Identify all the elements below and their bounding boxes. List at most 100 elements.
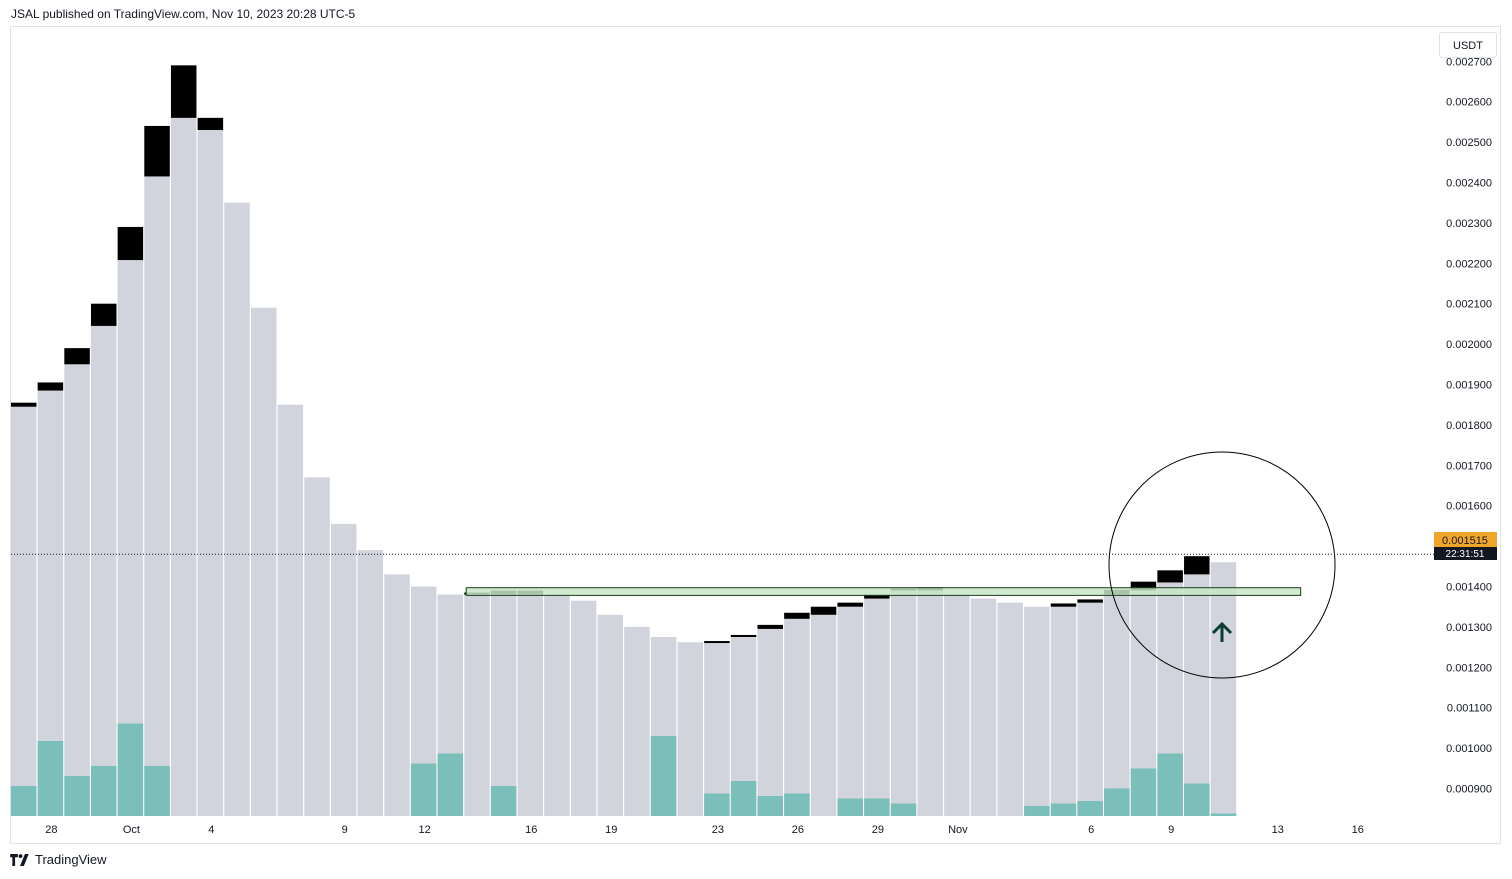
price-bar[interactable] bbox=[517, 594, 544, 816]
price-bar-cap[interactable] bbox=[37, 382, 64, 391]
volume-bar bbox=[1050, 803, 1077, 816]
price-bar[interactable] bbox=[677, 642, 704, 816]
price-bar-cap[interactable] bbox=[810, 606, 837, 615]
price-bar[interactable] bbox=[784, 618, 810, 816]
price-bar[interactable] bbox=[1210, 562, 1237, 816]
price-bar[interactable] bbox=[330, 523, 357, 816]
price-bar[interactable] bbox=[144, 176, 170, 816]
y-tick-label: 0.002100 bbox=[1446, 299, 1492, 311]
price-bar-cap[interactable] bbox=[197, 117, 224, 130]
price-bar[interactable] bbox=[810, 614, 837, 816]
price-bar[interactable] bbox=[90, 325, 117, 816]
price-bar-cap[interactable] bbox=[1157, 570, 1183, 583]
highlight-circle[interactable] bbox=[1108, 451, 1336, 679]
price-bar[interactable] bbox=[570, 600, 597, 816]
price-bar[interactable] bbox=[224, 202, 250, 816]
y-tick-label: 0.002400 bbox=[1446, 178, 1492, 190]
y-tick-label: 0.001900 bbox=[1446, 380, 1492, 392]
currency-unit-button[interactable]: USDT bbox=[1439, 32, 1497, 58]
price-bar[interactable] bbox=[11, 406, 37, 816]
price-bar[interactable] bbox=[1024, 606, 1050, 816]
price-bar[interactable] bbox=[1050, 606, 1077, 816]
volume-bar bbox=[1210, 813, 1237, 816]
price-bar[interactable] bbox=[704, 643, 730, 816]
price-bar[interactable] bbox=[357, 550, 384, 816]
price-bar-cap[interactable] bbox=[117, 226, 144, 261]
price-bar[interactable] bbox=[250, 307, 277, 816]
price-bar[interactable] bbox=[837, 606, 863, 816]
x-tick-label: 28 bbox=[45, 824, 57, 836]
volume-layer bbox=[11, 723, 1237, 816]
price-bar[interactable] bbox=[544, 594, 570, 816]
price-bar-cap[interactable] bbox=[1050, 603, 1077, 607]
price-bar[interactable] bbox=[890, 590, 917, 816]
y-tick-label: 0.001700 bbox=[1446, 460, 1492, 472]
price-bar[interactable] bbox=[1184, 574, 1210, 816]
price-bar[interactable] bbox=[197, 129, 224, 817]
price-bar[interactable] bbox=[757, 628, 783, 816]
price-bar-cap[interactable] bbox=[1077, 599, 1103, 603]
price-bar[interactable] bbox=[170, 117, 197, 817]
price-bar[interactable] bbox=[490, 594, 517, 816]
support-zone-layer bbox=[465, 587, 1302, 596]
price-bar-cap[interactable] bbox=[90, 303, 117, 326]
tradingview-logo-icon bbox=[10, 853, 29, 866]
y-tick-label: 0.002600 bbox=[1446, 97, 1492, 109]
x-tick-label: 29 bbox=[872, 824, 884, 836]
price-bar[interactable] bbox=[624, 626, 650, 816]
y-tick-label: 0.001200 bbox=[1446, 662, 1492, 674]
y-tick-label: 0.001100 bbox=[1447, 703, 1492, 715]
price-bar[interactable] bbox=[864, 598, 890, 816]
price-label-layer: 0.001515 22:31:51 bbox=[1434, 532, 1497, 560]
price-bar-cap[interactable] bbox=[730, 634, 757, 637]
price-bar[interactable] bbox=[944, 594, 970, 816]
price-bar[interactable] bbox=[970, 598, 997, 816]
price-bar[interactable] bbox=[117, 260, 144, 816]
x-tick-label: 12 bbox=[419, 824, 431, 836]
y-tick-label: 0.001400 bbox=[1446, 582, 1492, 594]
support-zone[interactable] bbox=[465, 587, 1302, 596]
price-bar-cap[interactable] bbox=[1130, 581, 1157, 591]
x-tick-label: 26 bbox=[792, 824, 804, 836]
price-bar[interactable] bbox=[597, 614, 624, 816]
price-bar-cap[interactable] bbox=[784, 612, 810, 619]
y-tick-label: 0.000900 bbox=[1446, 784, 1492, 796]
chart-frame bbox=[10, 26, 1501, 844]
price-bar[interactable] bbox=[384, 574, 410, 816]
price-bar[interactable] bbox=[1077, 602, 1103, 816]
up-arrow-icon[interactable] bbox=[1211, 621, 1233, 642]
price-axis: 0.000900 0.001000 0.001100 0.001200 0.001300… bbox=[1446, 56, 1492, 795]
volume-bar bbox=[704, 793, 730, 816]
footer-brand[interactable]: TradingView bbox=[10, 852, 107, 867]
price-bar-cap[interactable] bbox=[704, 641, 730, 644]
volume-bar bbox=[1130, 768, 1157, 816]
x-tick-label: 6 bbox=[1088, 824, 1094, 836]
price-bar[interactable] bbox=[997, 602, 1023, 816]
footer-brand-label: TradingView bbox=[35, 852, 107, 867]
price-bar[interactable] bbox=[464, 594, 490, 816]
y-tick-label: 0.001000 bbox=[1446, 743, 1492, 755]
price-bar[interactable] bbox=[277, 404, 304, 816]
price-bar[interactable] bbox=[917, 590, 943, 816]
price-bar[interactable] bbox=[1104, 594, 1130, 816]
price-bar-cap[interactable] bbox=[837, 602, 863, 607]
bar-layer bbox=[11, 65, 1237, 817]
price-bar-cap[interactable] bbox=[64, 348, 90, 365]
price-bar-cap[interactable] bbox=[864, 594, 890, 599]
y-tick-label: 0.002700 bbox=[1446, 56, 1492, 68]
price-bar-cap[interactable] bbox=[757, 624, 783, 629]
y-tick-label: 0.001600 bbox=[1446, 501, 1492, 513]
price-bar-cap[interactable] bbox=[1184, 556, 1210, 575]
y-tick-label: 0.002300 bbox=[1446, 218, 1492, 230]
volume-bar bbox=[64, 776, 90, 816]
price-bar[interactable] bbox=[64, 364, 90, 816]
price-bar[interactable] bbox=[304, 477, 330, 816]
price-bar-cap[interactable] bbox=[144, 125, 170, 177]
price-bar-cap[interactable] bbox=[170, 65, 197, 118]
x-tick-label: 16 bbox=[525, 824, 537, 836]
volume-bar bbox=[1077, 801, 1103, 816]
volume-bar bbox=[890, 803, 917, 816]
price-bar-cap[interactable] bbox=[11, 402, 37, 407]
volume-bar bbox=[1104, 788, 1130, 816]
